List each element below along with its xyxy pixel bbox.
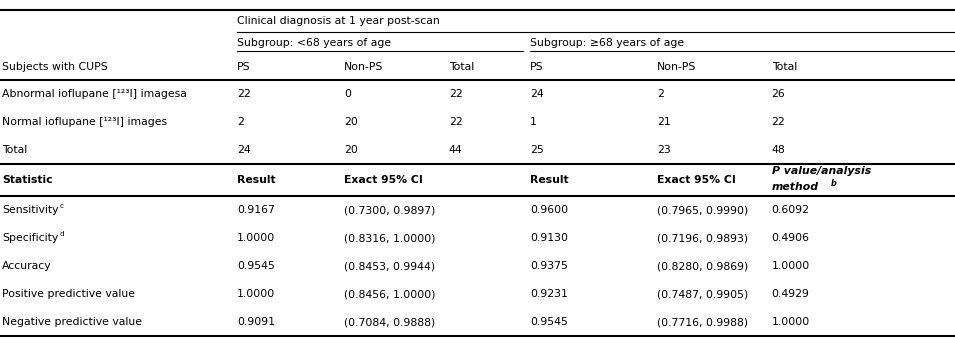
Text: 48: 48 xyxy=(772,145,785,155)
Text: Total: Total xyxy=(772,62,796,72)
Text: 23: 23 xyxy=(657,145,670,155)
Text: (0.8456, 1.0000): (0.8456, 1.0000) xyxy=(344,289,435,299)
Text: Subgroup: ≥68 years of age: Subgroup: ≥68 years of age xyxy=(530,38,684,48)
Text: 1.0000: 1.0000 xyxy=(772,261,810,271)
Text: Subjects with CUPS: Subjects with CUPS xyxy=(2,62,108,72)
Text: 44: 44 xyxy=(449,145,462,155)
Text: 0.9545: 0.9545 xyxy=(237,261,275,271)
Text: method: method xyxy=(772,182,818,191)
Text: 0.9130: 0.9130 xyxy=(530,233,568,243)
Text: Abnormal ioflupane [¹²³I] imagesa: Abnormal ioflupane [¹²³I] imagesa xyxy=(2,89,187,99)
Text: 0.9231: 0.9231 xyxy=(530,289,568,299)
Text: Specificity: Specificity xyxy=(2,233,58,243)
Text: 25: 25 xyxy=(530,145,543,155)
Text: 0.9600: 0.9600 xyxy=(530,205,568,215)
Text: 0.6092: 0.6092 xyxy=(772,205,810,215)
Text: Positive predictive value: Positive predictive value xyxy=(2,289,135,299)
Text: Total: Total xyxy=(449,62,474,72)
Text: 1: 1 xyxy=(530,117,537,127)
Text: (0.7716, 0.9988): (0.7716, 0.9988) xyxy=(657,317,748,327)
Text: 0.4906: 0.4906 xyxy=(772,233,810,243)
Text: 24: 24 xyxy=(530,89,543,99)
Text: Accuracy: Accuracy xyxy=(2,261,52,271)
Text: 21: 21 xyxy=(657,117,670,127)
Text: 2: 2 xyxy=(657,89,664,99)
Text: PS: PS xyxy=(530,62,543,72)
Text: 26: 26 xyxy=(772,89,785,99)
Text: 0.9545: 0.9545 xyxy=(530,317,568,327)
Text: 24: 24 xyxy=(237,145,250,155)
Text: 0.9167: 0.9167 xyxy=(237,205,275,215)
Text: (0.7196, 0.9893): (0.7196, 0.9893) xyxy=(657,233,748,243)
Text: (0.8316, 1.0000): (0.8316, 1.0000) xyxy=(344,233,435,243)
Text: Non-PS: Non-PS xyxy=(344,62,383,72)
Text: 0.4929: 0.4929 xyxy=(772,289,810,299)
Text: b: b xyxy=(831,178,837,188)
Text: Sensitivity: Sensitivity xyxy=(2,205,58,215)
Text: (0.7487, 0.9905): (0.7487, 0.9905) xyxy=(657,289,749,299)
Text: d: d xyxy=(59,231,64,237)
Text: 20: 20 xyxy=(344,117,358,127)
Text: (0.7084, 0.9888): (0.7084, 0.9888) xyxy=(344,317,435,327)
Text: 22: 22 xyxy=(772,117,785,127)
Text: 22: 22 xyxy=(449,117,462,127)
Text: 22: 22 xyxy=(237,89,250,99)
Text: (0.8280, 0.9869): (0.8280, 0.9869) xyxy=(657,261,749,271)
Text: 0: 0 xyxy=(344,89,350,99)
Text: Subgroup: <68 years of age: Subgroup: <68 years of age xyxy=(237,38,391,48)
Text: 22: 22 xyxy=(449,89,462,99)
Text: Negative predictive value: Negative predictive value xyxy=(2,317,142,327)
Text: PS: PS xyxy=(237,62,250,72)
Text: Statistic: Statistic xyxy=(2,175,53,185)
Text: 1.0000: 1.0000 xyxy=(237,289,275,299)
Text: (0.7300, 0.9897): (0.7300, 0.9897) xyxy=(344,205,435,215)
Text: 2: 2 xyxy=(237,117,244,127)
Text: Total: Total xyxy=(2,145,27,155)
Text: Exact 95% CI: Exact 95% CI xyxy=(344,175,423,185)
Text: Clinical diagnosis at 1 year post-scan: Clinical diagnosis at 1 year post-scan xyxy=(237,16,439,26)
Text: 1.0000: 1.0000 xyxy=(772,317,810,327)
Text: 0.9091: 0.9091 xyxy=(237,317,275,327)
Text: 1.0000: 1.0000 xyxy=(237,233,275,243)
Text: Result: Result xyxy=(530,175,568,185)
Text: (0.7965, 0.9990): (0.7965, 0.9990) xyxy=(657,205,749,215)
Text: Exact 95% CI: Exact 95% CI xyxy=(657,175,736,185)
Text: c: c xyxy=(59,203,64,209)
Text: P value/analysis: P value/analysis xyxy=(772,167,871,176)
Text: Normal ioflupane [¹²³I] images: Normal ioflupane [¹²³I] images xyxy=(2,117,167,127)
Text: (0.8453, 0.9944): (0.8453, 0.9944) xyxy=(344,261,435,271)
Text: Result: Result xyxy=(237,175,275,185)
Text: Non-PS: Non-PS xyxy=(657,62,696,72)
Text: 20: 20 xyxy=(344,145,358,155)
Text: 0.9375: 0.9375 xyxy=(530,261,568,271)
